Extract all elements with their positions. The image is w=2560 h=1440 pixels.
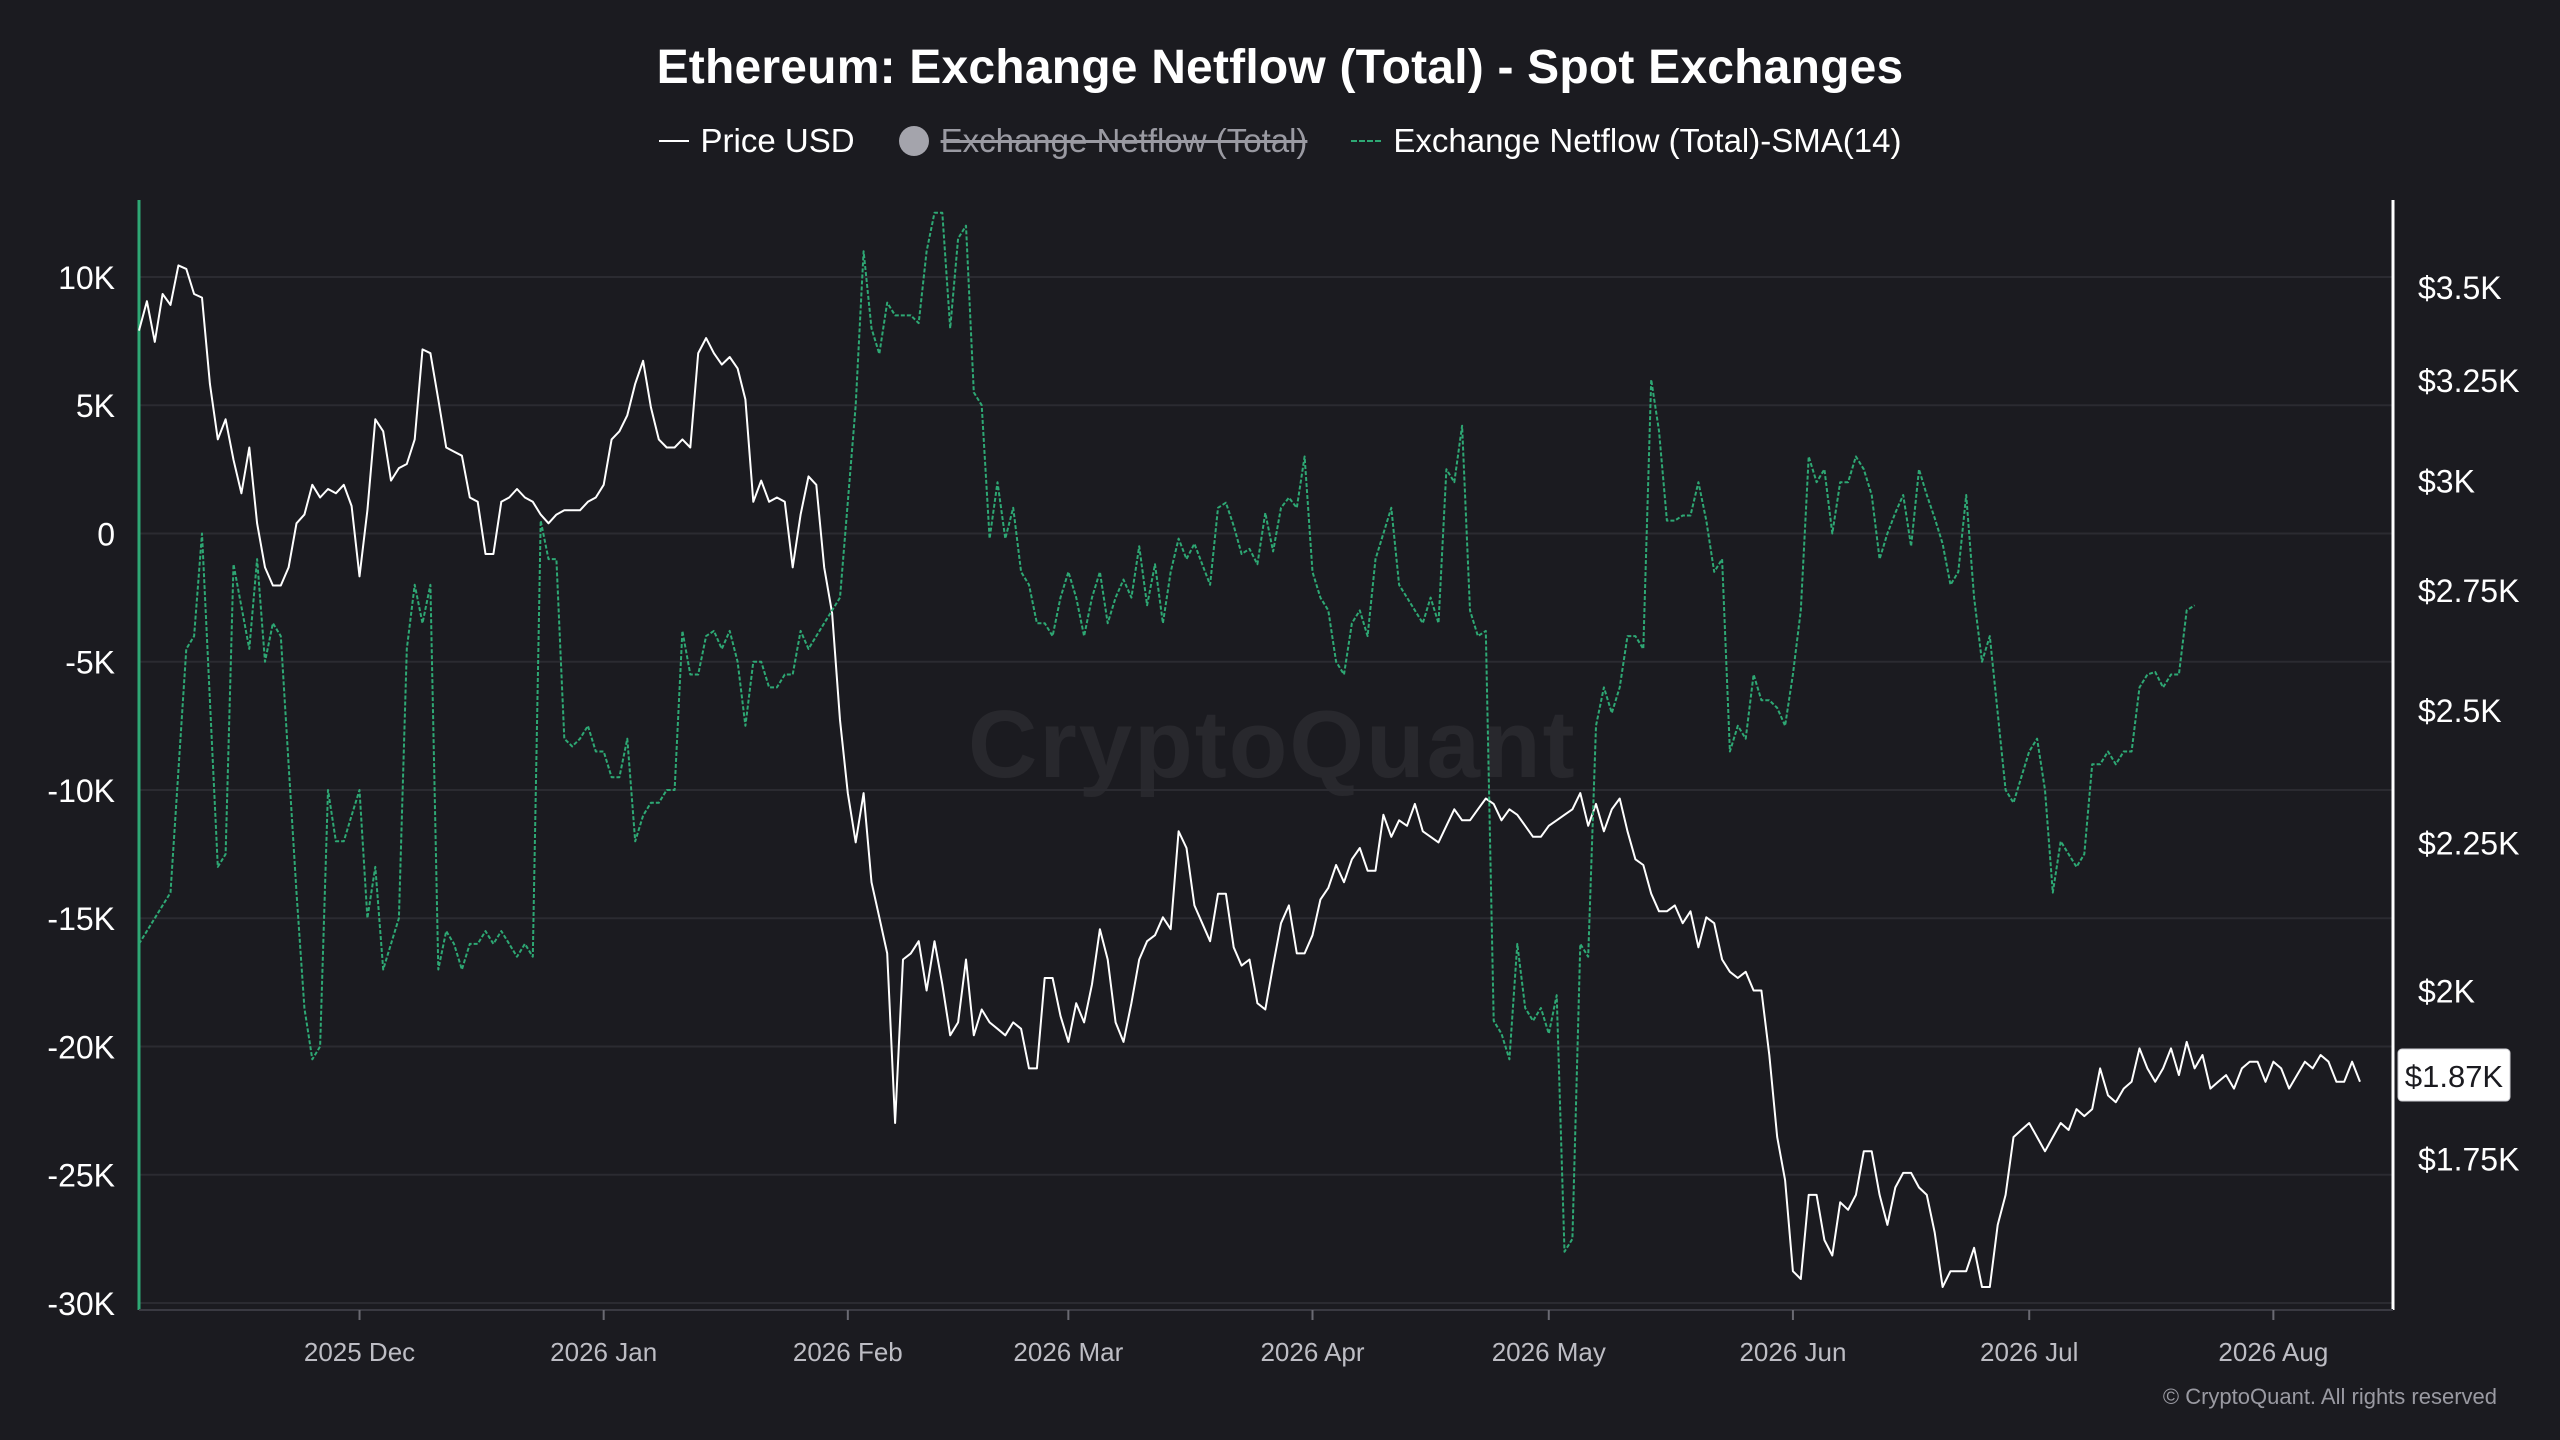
- y-right-tick-label-7: $1.75K: [2418, 1141, 2519, 1177]
- legend-item-sma[interactable]: Exchange Netflow (Total)-SMA(14): [1351, 122, 1901, 160]
- x-tick-label-2: 2026 Feb: [793, 1337, 903, 1367]
- x-tick-label-6: 2026 Jun: [1739, 1337, 1846, 1367]
- y-left-tick-label-0: 10K: [58, 260, 115, 296]
- y-right-tick-label-1: $3.25K: [2418, 363, 2519, 399]
- y-right-tick-label-4: $2.5K: [2418, 693, 2502, 729]
- current-price-badge: [2397, 1048, 2511, 1102]
- y-right-tick-label-5: $2.25K: [2418, 825, 2519, 861]
- y-left-tick-label-8: -30K: [47, 1286, 115, 1322]
- chart-legend: Price USD Exchange Netflow (Total) Excha…: [0, 122, 2560, 160]
- y-right-tick-label-0: $3.5K: [2418, 270, 2502, 306]
- watermark: CryptoQuant: [968, 691, 1577, 798]
- legend-label-sma: Exchange Netflow (Total)-SMA(14): [1393, 122, 1902, 159]
- netflow-dot-swatch: [898, 126, 929, 156]
- x-tick-label-0: 2025 Dec: [304, 1337, 415, 1367]
- legend-item-price[interactable]: Price USD: [658, 122, 855, 160]
- y-left-tick-label-2: 0: [97, 516, 115, 552]
- y-right-tick-label-6: $2K: [2418, 974, 2475, 1010]
- y-right-tick-label-3: $2.75K: [2418, 573, 2519, 609]
- chart-title: Ethereum: Exchange Netflow (Total) - Spo…: [656, 41, 1904, 94]
- sma-dashed-swatch: [1351, 140, 1382, 142]
- x-tick-label-7: 2026 Jul: [1980, 1337, 2078, 1367]
- y-left-tick-label-6: -20K: [47, 1029, 115, 1065]
- series-line-price: [138, 264, 2361, 1288]
- x-tick-label-4: 2026 Apr: [1260, 1337, 1364, 1367]
- x-tick-label-8: 2026 Aug: [2218, 1337, 2328, 1367]
- x-tick-label-3: 2026 Mar: [1013, 1337, 1123, 1367]
- y-left-tick-label-5: -15K: [47, 901, 115, 937]
- legend-item-netflow[interactable]: Exchange Netflow (Total): [898, 122, 1308, 160]
- price-line-swatch: [658, 140, 689, 142]
- y-right-tick-label-2: $3K: [2418, 464, 2475, 500]
- series-line-netflow-sma: [138, 211, 2196, 1253]
- y-left-tick-label-1: 5K: [76, 388, 115, 424]
- y-left-tick-label-7: -25K: [47, 1158, 115, 1194]
- y-left-tick-label-4: -10K: [47, 773, 115, 809]
- x-tick-label-1: 2026 Jan: [550, 1337, 657, 1367]
- x-tick-label-5: 2026 May: [1492, 1337, 1606, 1367]
- legend-label-price: Price USD: [700, 122, 855, 159]
- current-price-label: $1.87K: [2405, 1059, 2504, 1094]
- legend-label-netflow: Exchange Netflow (Total): [940, 122, 1308, 159]
- y-left-tick-label-3: -5K: [65, 645, 115, 681]
- copyright-notice: © CryptoQuant. All rights reserved: [2162, 1384, 2497, 1409]
